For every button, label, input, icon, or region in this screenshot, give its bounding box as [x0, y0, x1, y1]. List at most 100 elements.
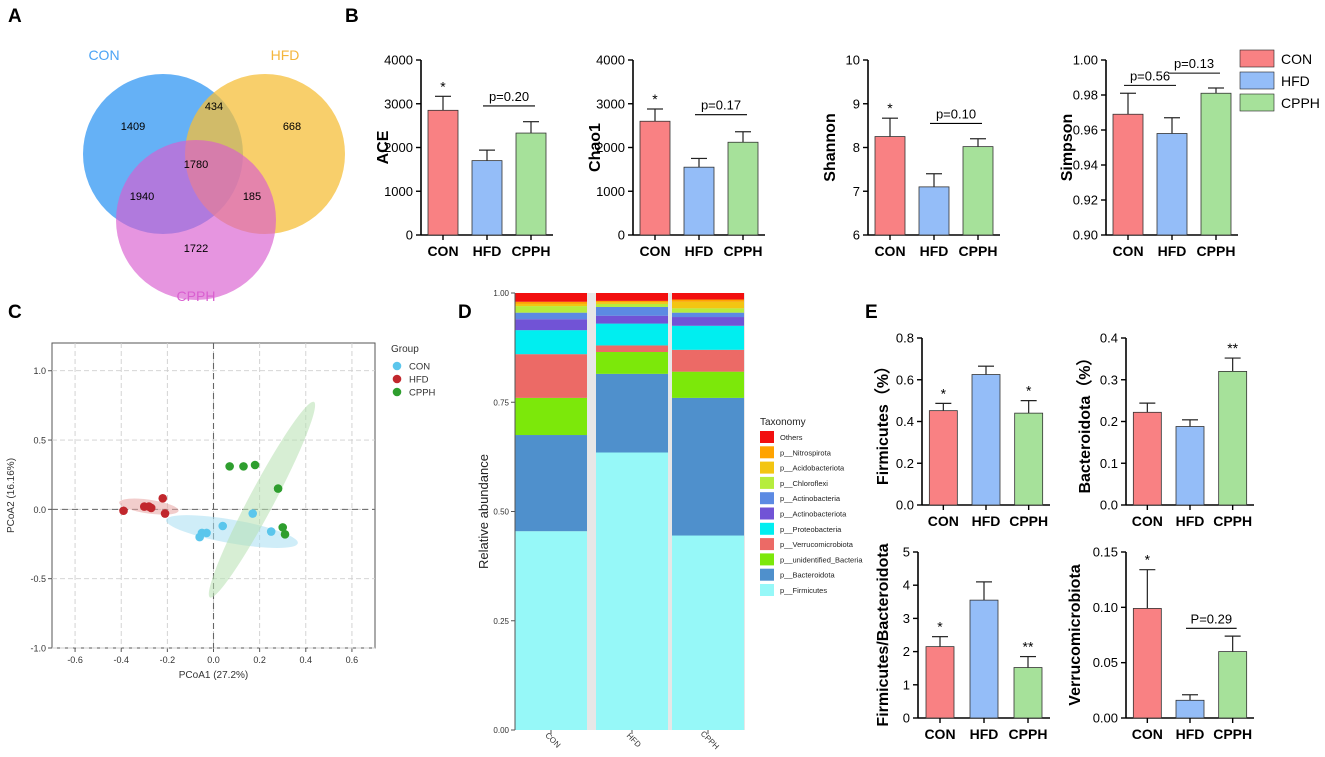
bar-con [874, 136, 906, 236]
y-tick-label: 0 [406, 228, 413, 243]
x-tick-label: HFD [1176, 726, 1205, 742]
stack-segment-p-bacteroidota [515, 435, 587, 532]
y-tick-label: 4 [903, 578, 910, 593]
legend-swatch [760, 446, 774, 459]
x-tick-label: HFD [1158, 243, 1187, 259]
bar-hfd [918, 186, 950, 236]
venn-count-con-only: 1409 [121, 121, 145, 133]
y-axis-title: Verrucomicrobiota [1067, 564, 1084, 705]
venn-circle-cpph [116, 140, 276, 300]
data-point-con [248, 509, 258, 518]
y-tick-label: 1 [903, 677, 910, 692]
bar-hfd [1156, 133, 1188, 236]
stack-segment-p-unidentified-bacteria [672, 371, 744, 398]
significance-mark: * [652, 91, 658, 107]
chart-firmicutes: 0.0 0.2 0.4 0.6 0.8 Firmicutes（%） CON * HFD CPPH * [874, 331, 1050, 529]
p-value-label: p=0.20 [489, 89, 529, 104]
stack-segment-p-nitrospirota [596, 300, 668, 303]
data-point-cpph [225, 462, 234, 471]
x-tick-label: HFD [625, 731, 643, 749]
bar-cpph [1014, 412, 1044, 506]
y-tick-label: 8 [853, 140, 860, 155]
legend-swatch [760, 431, 774, 443]
y-tick-label: 0.3 [1100, 372, 1118, 387]
y-tick-label: 3 [903, 611, 910, 626]
y-tick-label: 0.0 [33, 505, 46, 515]
bar-hfd [1175, 699, 1205, 719]
y-tick-label: 4000 [384, 53, 413, 68]
legend-label: p__unidentified_Bacteria [780, 555, 863, 564]
y-tick-label: 1000 [384, 184, 413, 199]
stack-segment-p-actinobacteria [515, 312, 587, 320]
stack-segment-p-actinobacteriota [515, 319, 587, 331]
x-tick-label: CPPH [959, 243, 998, 259]
y-tick-label: 0.92 [1073, 193, 1098, 208]
y-tick-label: 1.00 [1073, 53, 1098, 68]
data-point-cpph [278, 523, 288, 532]
data-point-hfd [144, 502, 154, 511]
y-tick-label: 0.00 [493, 726, 509, 735]
stack-segment-p-bacteroidota [596, 373, 668, 453]
x-tick-label: HFD [685, 243, 714, 259]
y-tick-label: 0.5 [33, 436, 46, 446]
venn-label-cpph: CPPH [177, 288, 216, 304]
x-tick-label: HFD [920, 243, 949, 259]
y-tick-label: 0.0 [896, 498, 914, 513]
legend-label-hfd: HFD [1281, 73, 1310, 89]
venn-count-cpph-only: 1722 [184, 243, 208, 255]
y-tick-label: 0.96 [1073, 123, 1098, 138]
y-tick-label: 3000 [384, 96, 413, 111]
significance-mark: ** [1023, 639, 1034, 655]
legend-swatch [760, 461, 774, 474]
y-tick-label: 0.1 [1100, 456, 1118, 471]
y-tick-label: 0.8 [896, 331, 914, 346]
bar-con [1112, 113, 1144, 236]
y-tick-label: 6 [853, 228, 860, 243]
legend-swatch [760, 568, 774, 581]
y-tick-label: 1.00 [493, 289, 509, 298]
stack-segment-p-actinobacteriota [672, 317, 744, 326]
significance-mark: * [440, 78, 446, 94]
x-tick-label: CON [1132, 513, 1163, 529]
y-tick-label: 0 [618, 228, 625, 243]
x-tick-label: CPPH [1213, 513, 1252, 529]
legend-swatch [760, 492, 774, 505]
bar-con [427, 109, 459, 236]
legend-swatch [760, 553, 774, 566]
stack-segment-p-firmicutes [515, 531, 587, 730]
stack-segment-others [515, 293, 587, 302]
significance-mark: * [1026, 383, 1032, 399]
data-point-con [218, 521, 228, 531]
data-point-cpph [250, 460, 260, 470]
chart-simpson: 0.90 0.92 0.94 0.96 0.98 1.00 Simpson CON HFD CPP… [1059, 53, 1238, 259]
x-tick-label: CON [543, 731, 562, 750]
significance-mark: ** [1227, 340, 1238, 356]
bar-cpph [1013, 667, 1043, 719]
chart-chao1: 0 1000 2000 3000 4000 Chao1 CON * HFD CPPH p=0.17 [587, 53, 765, 259]
stack-segment-p-unidentified-bacteria [596, 351, 668, 374]
legend-label-cpph: CPPH [1281, 95, 1320, 111]
y-tick-label: 2000 [384, 140, 413, 155]
legend-marker-hfd [392, 374, 402, 384]
x-tick-label: HFD [473, 243, 502, 259]
x-tick-label: 0.6 [346, 655, 359, 665]
chart-shannon: 6 7 8 9 10 Shannon CON * HFD CPPH p=0.10 [822, 53, 1000, 259]
x-tick-label: CPPH [699, 729, 721, 751]
y-tick-label: 3000 [596, 96, 625, 111]
legend-groups: CON HFD CPPH [1239, 49, 1320, 112]
chart-verrucomicrobiota: 0.00 0.05 0.10 0.15 Verrucomicrobiota CON * HFD… [1067, 545, 1254, 742]
legend-label: p__Chloroflexi [780, 479, 828, 488]
stack-segment-p-bacteroidota [672, 397, 744, 536]
legend-swatch [760, 584, 774, 596]
y-tick-label: 0 [903, 711, 910, 726]
y-axis-title: Simpson [1059, 114, 1076, 182]
y-tick-label: 0.0 [1100, 498, 1118, 513]
legend-label: CPPH [409, 388, 436, 399]
x-axis-title: PCoA1 (27.2%) [179, 670, 248, 681]
x-tick-label: 0.0 [207, 655, 220, 665]
y-tick-label: 0.10 [1093, 600, 1118, 615]
x-tick-label: -0.2 [160, 655, 176, 665]
bar-hfd [969, 599, 999, 719]
legend-swatch-hfd [1239, 71, 1275, 90]
y-tick-label: 0.2 [1100, 414, 1118, 429]
